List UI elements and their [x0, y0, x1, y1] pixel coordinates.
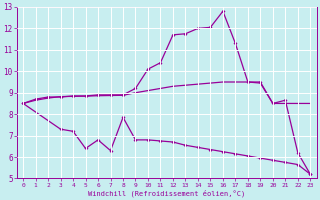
X-axis label: Windchill (Refroidissement éolien,°C): Windchill (Refroidissement éolien,°C) — [88, 189, 245, 197]
